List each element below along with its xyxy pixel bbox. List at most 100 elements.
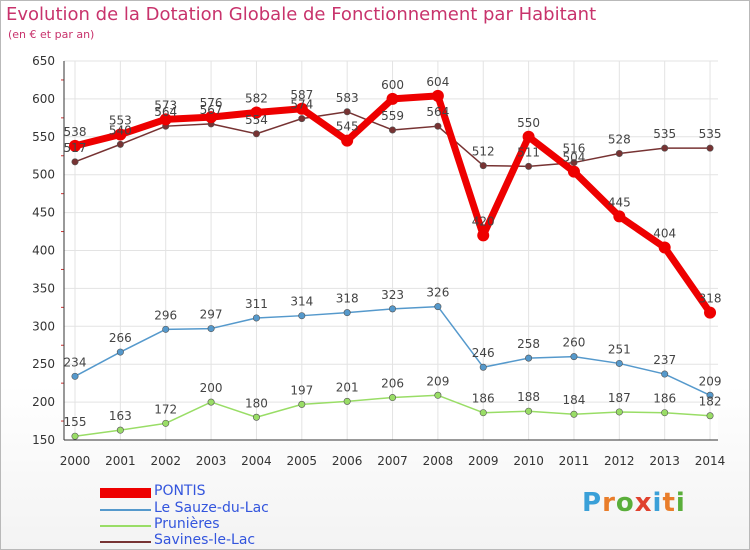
- data-label-savines-le-lac: 564: [154, 105, 177, 119]
- legend-swatch: [100, 488, 151, 498]
- data-label-savines-le-lac: 540: [109, 123, 132, 137]
- y-tick-label: 650: [32, 54, 55, 68]
- data-label-le-sauze-du-lac: 251: [608, 342, 631, 356]
- data-point-le-sauze-du-lac: [389, 305, 397, 313]
- data-point-pontis: [704, 306, 717, 319]
- data-point-savines-le-lac: [252, 130, 260, 138]
- data-label-pontis: 545: [336, 120, 359, 134]
- data-label-savines-le-lac: 574: [290, 98, 313, 112]
- data-label-pontis: 504: [563, 151, 586, 165]
- data-label-savines-le-lac: 516: [563, 142, 586, 156]
- data-label-pruni-res: 201: [336, 380, 359, 394]
- data-label-le-sauze-du-lac: 266: [109, 331, 132, 345]
- legend-label: Savines-le-Lac: [154, 532, 256, 548]
- data-label-pontis: 604: [426, 75, 449, 89]
- data-label-pontis: 582: [245, 92, 268, 106]
- data-point-le-sauze-du-lac: [343, 309, 351, 317]
- data-label-pontis: 587: [290, 88, 313, 102]
- data-label-le-sauze-du-lac: 311: [245, 297, 268, 311]
- logo-letter: o: [615, 488, 635, 518]
- x-tick-label: 2013: [649, 454, 680, 468]
- data-point-le-sauze-du-lac: [479, 363, 487, 371]
- data-point-pontis: [658, 241, 671, 254]
- x-tick-label: 2004: [241, 454, 272, 468]
- legend-label: PONTIS: [154, 483, 206, 499]
- data-point-savines-le-lac: [706, 144, 714, 152]
- y-tick-label: 400: [32, 244, 55, 258]
- y-tick-label: 450: [32, 206, 55, 220]
- data-label-pontis: 550: [517, 116, 540, 130]
- data-label-pontis: 318: [699, 292, 722, 306]
- y-tick-label: 250: [32, 357, 55, 371]
- data-label-savines-le-lac: 583: [336, 91, 359, 105]
- data-point-le-sauze-du-lac: [207, 325, 215, 333]
- data-label-le-sauze-du-lac: 323: [381, 288, 404, 302]
- legend-swatch: [100, 525, 151, 527]
- data-label-pruni-res: 172: [154, 402, 177, 416]
- data-label-pruni-res: 197: [290, 383, 313, 397]
- data-point-savines-le-lac: [298, 115, 306, 123]
- data-label-pruni-res: 163: [109, 409, 132, 423]
- data-point-pontis: [613, 210, 626, 223]
- data-label-le-sauze-du-lac: 314: [290, 295, 313, 309]
- data-label-le-sauze-du-lac: 209: [699, 374, 722, 388]
- data-point-pruni-res: [298, 400, 306, 408]
- data-label-pruni-res: 209: [426, 374, 449, 388]
- data-point-pontis: [159, 113, 172, 126]
- data-point-pruni-res: [389, 394, 397, 402]
- data-point-pontis: [69, 139, 81, 152]
- data-label-savines-le-lac: 512: [472, 145, 495, 159]
- data-point-pontis: [386, 92, 399, 105]
- data-point-pontis: [250, 106, 263, 119]
- chart-title: Evolution de la Dotation Globale de Fonc…: [6, 4, 597, 25]
- data-point-pruni-res: [434, 391, 442, 399]
- logo-letter: i: [675, 488, 686, 518]
- data-label-pruni-res: 155: [64, 415, 87, 429]
- data-point-pruni-res: [661, 409, 669, 417]
- data-label-pontis: 553: [109, 114, 132, 128]
- x-tick-label: 2005: [287, 454, 318, 468]
- data-point-savines-le-lac: [615, 149, 623, 157]
- data-label-le-sauze-du-lac: 326: [426, 286, 449, 300]
- y-tick-label: 600: [32, 92, 55, 106]
- data-label-savines-le-lac: 564: [426, 105, 449, 119]
- y-tick-label: 150: [32, 433, 55, 447]
- x-tick-label: 2011: [559, 454, 590, 468]
- data-point-le-sauze-du-lac: [162, 325, 170, 333]
- data-point-savines-le-lac: [525, 162, 533, 170]
- data-label-pruni-res: 184: [563, 393, 586, 407]
- data-point-savines-le-lac: [71, 158, 79, 166]
- x-tick-label: 2003: [196, 454, 227, 468]
- logo-letter: t: [662, 488, 676, 518]
- data-point-pruni-res: [162, 419, 170, 427]
- x-tick-label: 2000: [60, 454, 91, 468]
- data-label-savines-le-lac: 535: [653, 127, 676, 141]
- data-label-pontis: 538: [64, 125, 87, 139]
- data-point-pruni-res: [479, 409, 487, 417]
- y-tick-label: 300: [32, 319, 55, 333]
- data-point-pontis: [114, 128, 127, 141]
- legend-label: Le Sauze-du-Lac: [154, 500, 269, 516]
- data-label-pontis: 404: [653, 226, 676, 240]
- data-label-pontis: 576: [200, 96, 223, 110]
- data-label-savines-le-lac: 517: [64, 141, 87, 155]
- data-point-savines-le-lac: [343, 108, 351, 116]
- data-label-pruni-res: 206: [381, 377, 404, 391]
- data-label-pruni-res: 188: [517, 390, 540, 404]
- data-point-pontis: [477, 229, 490, 242]
- data-label-savines-le-lac: 559: [381, 109, 404, 123]
- data-label-savines-le-lac: 535: [699, 127, 722, 141]
- x-tick-label: 2010: [513, 454, 544, 468]
- data-point-le-sauze-du-lac: [434, 303, 442, 311]
- legend-swatch: [100, 509, 151, 511]
- data-label-pruni-res: 182: [699, 395, 722, 409]
- data-label-le-sauze-du-lac: 297: [200, 308, 223, 322]
- x-tick-label: 2007: [377, 454, 408, 468]
- data-point-pruni-res: [343, 397, 351, 405]
- x-tick-label: 2002: [150, 454, 181, 468]
- data-point-le-sauze-du-lac: [116, 348, 124, 356]
- data-point-le-sauze-du-lac: [570, 353, 578, 361]
- data-point-pruni-res: [252, 413, 260, 421]
- data-label-le-sauze-du-lac: 234: [64, 355, 87, 369]
